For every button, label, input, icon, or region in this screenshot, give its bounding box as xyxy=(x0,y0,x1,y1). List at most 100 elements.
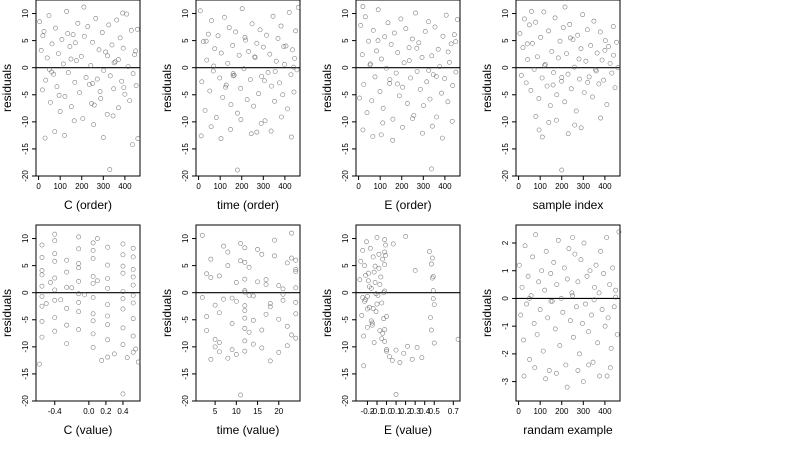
residual-point xyxy=(592,284,597,290)
residual-point xyxy=(213,115,219,120)
residual-point xyxy=(246,264,252,270)
residual-point xyxy=(130,71,136,77)
residual-point xyxy=(357,277,363,283)
residual-point xyxy=(82,292,87,298)
residual-point xyxy=(280,286,286,292)
residual-point xyxy=(238,392,243,398)
residual-point xyxy=(281,44,287,49)
residual-point xyxy=(72,79,78,85)
residual-point xyxy=(570,293,575,299)
residual-point xyxy=(130,349,136,355)
residual-point xyxy=(548,271,554,276)
residual-point xyxy=(120,241,126,247)
residual-point xyxy=(293,267,299,272)
residual-point xyxy=(208,275,214,280)
y-tick-label: -10 xyxy=(501,116,510,128)
residual-point xyxy=(565,131,571,137)
residual-point xyxy=(567,318,573,324)
residual-point xyxy=(43,301,49,306)
residual-point xyxy=(52,328,58,334)
residual-point xyxy=(412,268,418,273)
residual-point xyxy=(372,74,378,80)
residual-point xyxy=(52,129,58,134)
residual-point xyxy=(547,103,553,108)
residual-point xyxy=(94,76,100,82)
residual-point xyxy=(602,323,608,329)
residual-point xyxy=(250,341,256,347)
plot-frame xyxy=(195,0,301,177)
residual-point xyxy=(359,52,365,58)
residual-point xyxy=(613,294,619,300)
residual-point xyxy=(601,271,607,276)
residual-point xyxy=(577,76,582,82)
residual-point xyxy=(383,252,388,258)
residual-point xyxy=(39,272,45,278)
residual-point xyxy=(56,51,61,57)
residual-point xyxy=(589,94,595,100)
residual-point xyxy=(230,73,236,79)
residual-point xyxy=(128,27,134,33)
residual-point xyxy=(381,316,387,322)
residual-point xyxy=(554,92,560,98)
residual-point xyxy=(414,45,420,51)
y-tick-label: -20 xyxy=(181,170,190,182)
residual-point xyxy=(596,81,602,87)
residual-point xyxy=(553,370,559,376)
residual-point xyxy=(588,43,594,48)
residual-point xyxy=(593,262,599,268)
residual-point xyxy=(555,237,561,243)
residual-point xyxy=(121,85,127,91)
residual-point xyxy=(432,24,438,30)
residual-point xyxy=(130,282,136,288)
residual-point xyxy=(577,351,582,357)
residual-point xyxy=(382,249,388,255)
residual-point xyxy=(44,55,50,61)
residual-point xyxy=(516,262,522,268)
residual-point xyxy=(430,288,436,293)
residual-point xyxy=(539,268,545,274)
residual-point xyxy=(52,275,58,281)
residual-point xyxy=(91,102,97,108)
y-tick-label: -15 xyxy=(21,143,30,155)
residual-point xyxy=(90,274,96,279)
residual-point xyxy=(524,301,529,307)
residual-point xyxy=(451,32,457,38)
y-tick-label: 0 xyxy=(181,65,190,70)
residual-point xyxy=(581,90,587,96)
residual-point xyxy=(90,39,95,45)
residual-point xyxy=(205,31,211,37)
residual-point xyxy=(566,246,572,251)
residual-point xyxy=(364,239,369,245)
residual-point xyxy=(606,44,611,49)
residual-point xyxy=(373,291,379,297)
residual-point xyxy=(52,287,58,293)
residual-point xyxy=(72,40,78,46)
residual-point xyxy=(222,14,227,20)
residual-point xyxy=(293,28,299,34)
residual-point xyxy=(591,18,597,24)
residual-point xyxy=(233,280,239,285)
residual-point xyxy=(366,270,371,276)
residual-point xyxy=(37,361,42,367)
residual-point xyxy=(288,134,294,140)
residual-point xyxy=(364,110,370,116)
residual-point xyxy=(534,54,540,60)
residual-point xyxy=(380,105,386,111)
x-tick-label: 0 xyxy=(356,182,361,191)
y-tick-label: -5 xyxy=(21,91,30,99)
residual-point xyxy=(207,88,213,94)
residual-point xyxy=(254,129,260,135)
residual-point xyxy=(280,297,286,303)
residual-point xyxy=(216,340,222,345)
residual-point xyxy=(90,281,96,286)
residual-point xyxy=(607,365,613,371)
panel-c-order: 0 100 200 300 400 10 5 0 -5 -10 -15 -20 C (order) res… xyxy=(0,0,141,212)
residual-point xyxy=(380,330,386,336)
residual-point xyxy=(390,241,396,247)
residual-point xyxy=(369,322,375,328)
residual-point xyxy=(380,256,386,262)
residual-point xyxy=(116,57,121,62)
residual-point xyxy=(90,344,96,350)
plot-frame xyxy=(515,0,621,177)
residual-point xyxy=(120,263,126,269)
